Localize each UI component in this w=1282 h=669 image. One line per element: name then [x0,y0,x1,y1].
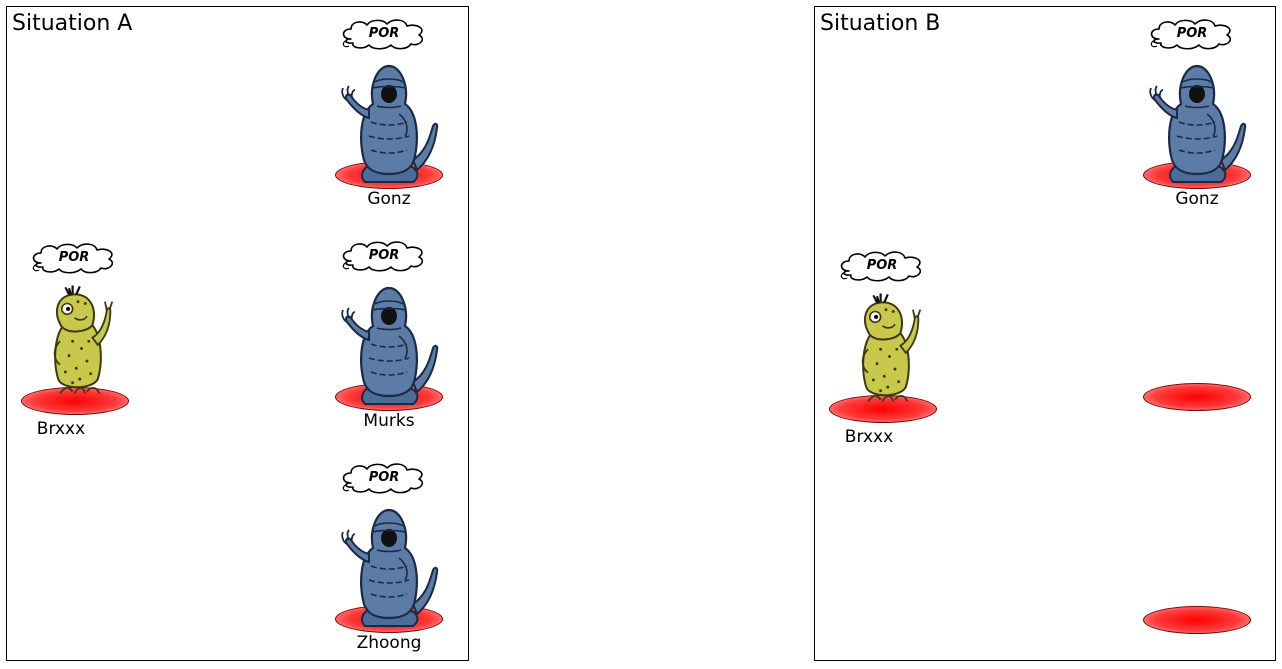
character-brxxx: POR Brxxx [19,241,129,441]
character-name: Murks [363,411,415,431]
empty-position-disc [1143,383,1251,411]
character-name: Gonz [367,189,411,209]
blue-alien-icon [339,507,439,629]
character-brxxx: POR Brxxx [827,249,937,449]
character-name: Zhoong [356,633,422,653]
character-name: Gonz [1175,189,1219,209]
thought-bubble: POR [339,17,429,51]
character-name: Brxxx [36,419,86,439]
character-name: Brxxx [844,427,894,447]
panel-title: Situation A [12,11,133,36]
yellow-alien-icon [33,285,123,403]
situation-a-panel: Situation A POR Gonz POR Murks POR [6,6,469,661]
empty-position-disc [1143,606,1251,634]
character-zhoong: POR Zhoong [333,461,443,661]
thought-bubble: POR [837,249,927,283]
blue-alien-icon [339,285,439,407]
blue-alien-icon [1147,63,1247,185]
panel-title: Situation B [820,11,941,36]
character-gonz: POR Gonz [1141,17,1251,217]
yellow-alien-icon [841,293,931,411]
situation-b-panel: Situation B POR Gonz POR Brxxx [814,6,1276,661]
thought-bubble: POR [339,461,429,495]
thought-bubble: POR [339,239,429,273]
blue-alien-icon [339,63,439,185]
character-gonz: POR Gonz [333,17,443,217]
thought-bubble: POR [1147,17,1237,51]
character-murks: POR Murks [333,239,443,439]
thought-bubble: POR [29,241,119,275]
